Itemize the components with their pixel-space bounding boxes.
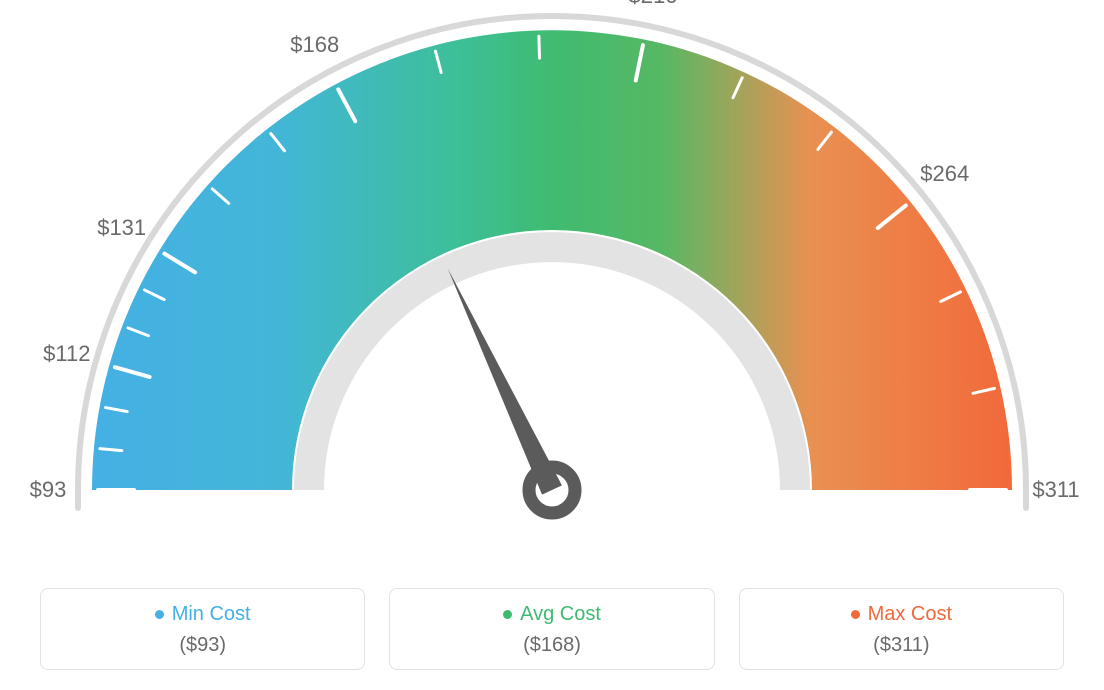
gauge-chart-container: $93 $112 $131 $168 $216 $264 $311 Min Cost ($9… <box>0 0 1104 690</box>
legend-title-min: Min Cost <box>155 603 251 626</box>
gauge-tick-label: $216 <box>628 0 677 9</box>
legend-card-avg: Avg Cost ($168) <box>389 588 714 670</box>
legend-label-avg: Avg Cost <box>520 603 601 626</box>
legend-row: Min Cost ($93) Avg Cost ($168) Max Cost … <box>40 588 1064 670</box>
legend-card-min: Min Cost ($93) <box>40 588 365 670</box>
legend-title-avg: Avg Cost <box>503 603 601 626</box>
legend-title-max: Max Cost <box>851 603 952 626</box>
legend-value-avg: ($168) <box>390 634 713 657</box>
gauge-tick-label: $93 <box>30 477 67 503</box>
legend-dot-min <box>155 610 164 619</box>
gauge-tick-label: $264 <box>920 161 969 187</box>
legend-dot-avg <box>503 610 512 619</box>
legend-card-max: Max Cost ($311) <box>739 588 1064 670</box>
legend-label-max: Max Cost <box>868 603 952 626</box>
gauge-area: $93 $112 $131 $168 $216 $264 $311 <box>0 0 1104 560</box>
legend-label-min: Min Cost <box>172 603 251 626</box>
legend-dot-max <box>851 610 860 619</box>
gauge-svg <box>0 0 1104 560</box>
legend-value-max: ($311) <box>740 634 1063 657</box>
gauge-tick-label: $131 <box>97 215 146 241</box>
gauge-tick-label: $311 <box>1032 477 1079 503</box>
legend-value-min: ($93) <box>41 634 364 657</box>
gauge-tick-label: $168 <box>290 32 339 58</box>
gauge-tick-label: $112 <box>43 341 90 367</box>
